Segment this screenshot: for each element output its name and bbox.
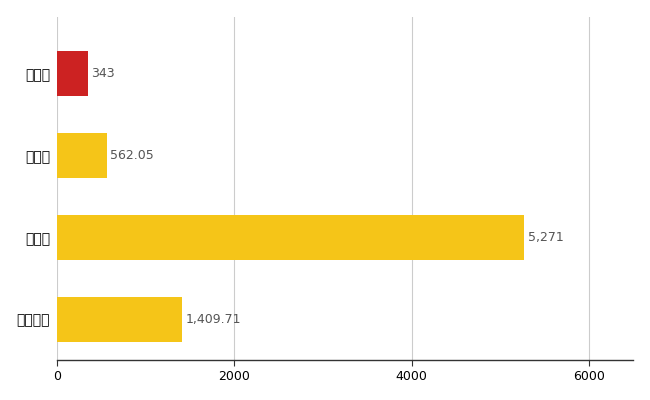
Text: 1,409.71: 1,409.71: [186, 312, 241, 326]
Text: 5,271: 5,271: [528, 231, 564, 244]
Bar: [57, 133, 107, 178]
Bar: [57, 296, 182, 342]
Text: 343: 343: [91, 67, 114, 80]
Bar: [57, 215, 525, 260]
Text: 562.05: 562.05: [111, 149, 154, 162]
Bar: [57, 52, 88, 96]
